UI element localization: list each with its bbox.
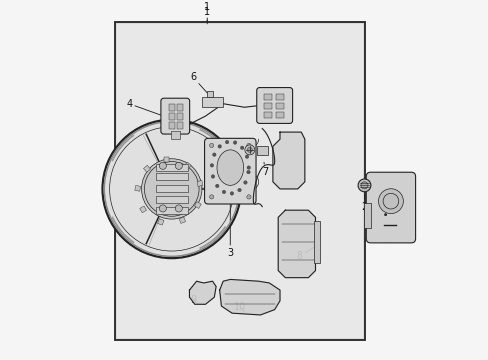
Circle shape: [141, 159, 202, 219]
Text: 1: 1: [204, 8, 210, 24]
Bar: [156, 185, 187, 193]
Bar: [313, 221, 320, 264]
Bar: [156, 196, 187, 203]
Circle shape: [212, 153, 216, 157]
Bar: [117, 24, 363, 338]
Circle shape: [246, 143, 250, 148]
Circle shape: [209, 195, 213, 199]
Ellipse shape: [217, 150, 243, 185]
Bar: [179, 217, 185, 224]
Bar: [264, 112, 271, 118]
Text: 11: 11: [386, 202, 398, 242]
Bar: [184, 162, 191, 169]
Bar: [256, 146, 267, 155]
Circle shape: [175, 162, 182, 170]
Bar: [115, 22, 365, 340]
Bar: [276, 112, 284, 118]
FancyBboxPatch shape: [204, 138, 256, 204]
Polygon shape: [278, 210, 315, 278]
Polygon shape: [272, 132, 304, 189]
Bar: [264, 103, 271, 109]
Text: 10: 10: [234, 302, 246, 312]
Circle shape: [211, 175, 214, 178]
Bar: [202, 96, 223, 107]
Text: 8: 8: [296, 246, 316, 261]
Bar: [197, 181, 203, 186]
Bar: [156, 173, 187, 180]
Circle shape: [357, 179, 370, 192]
Bar: [177, 113, 183, 120]
Circle shape: [175, 205, 182, 212]
Circle shape: [246, 166, 250, 170]
Circle shape: [209, 143, 213, 148]
Text: 9: 9: [189, 295, 198, 305]
Circle shape: [210, 163, 213, 167]
Circle shape: [233, 141, 236, 144]
Circle shape: [378, 189, 403, 213]
Circle shape: [360, 182, 367, 189]
Circle shape: [102, 120, 241, 258]
Bar: [164, 157, 169, 162]
Bar: [276, 103, 284, 109]
Circle shape: [246, 195, 250, 199]
Polygon shape: [189, 281, 216, 304]
Bar: [140, 206, 146, 213]
Circle shape: [159, 162, 166, 170]
Circle shape: [244, 145, 254, 155]
Circle shape: [225, 140, 228, 144]
Text: 7: 7: [262, 162, 267, 177]
Circle shape: [243, 181, 247, 184]
Bar: [135, 185, 140, 191]
Bar: [364, 203, 370, 228]
FancyBboxPatch shape: [256, 87, 292, 123]
Bar: [207, 91, 212, 96]
Polygon shape: [219, 279, 280, 315]
Bar: [276, 94, 284, 100]
Bar: [194, 202, 201, 208]
Text: 5: 5: [278, 91, 291, 105]
Circle shape: [246, 170, 250, 174]
Circle shape: [237, 188, 241, 192]
Circle shape: [222, 190, 225, 194]
FancyBboxPatch shape: [161, 98, 189, 134]
Bar: [168, 104, 175, 111]
Text: 6: 6: [189, 72, 208, 95]
Circle shape: [240, 146, 244, 149]
Bar: [171, 131, 179, 139]
Bar: [156, 164, 187, 171]
Bar: [156, 207, 187, 214]
Bar: [264, 94, 271, 100]
FancyBboxPatch shape: [366, 172, 415, 243]
Circle shape: [230, 192, 233, 195]
Circle shape: [215, 184, 219, 188]
Bar: [177, 104, 183, 111]
Circle shape: [384, 213, 386, 216]
Text: 1: 1: [204, 3, 210, 21]
Bar: [177, 122, 183, 129]
Text: 3: 3: [227, 202, 233, 258]
Circle shape: [218, 145, 221, 148]
Bar: [143, 165, 150, 172]
Bar: [168, 122, 175, 129]
Bar: [157, 219, 163, 225]
Circle shape: [159, 205, 166, 212]
Text: 4: 4: [126, 99, 163, 116]
Circle shape: [247, 147, 252, 152]
Circle shape: [245, 155, 248, 158]
Text: 2: 2: [361, 194, 367, 212]
Bar: [168, 113, 175, 120]
